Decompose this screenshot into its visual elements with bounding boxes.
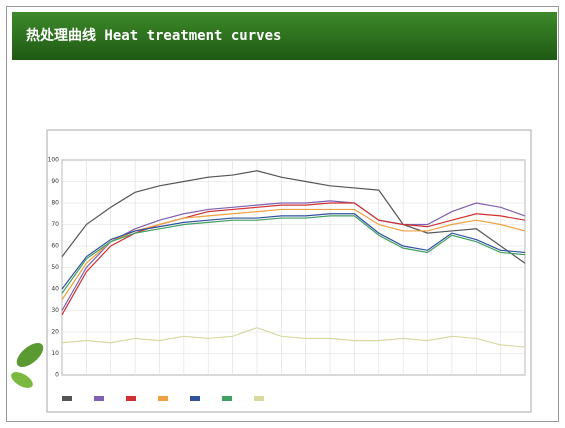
series-line	[61, 213, 526, 290]
y-tick-label: 80	[51, 200, 59, 207]
legend-swatch	[254, 396, 264, 401]
y-tick-label: 100	[48, 157, 60, 164]
y-tick-label: 70	[51, 221, 59, 228]
legend-swatch	[94, 396, 104, 401]
y-tick-label: 0	[55, 372, 59, 379]
y-tick-label: 50	[51, 264, 59, 271]
y-tick-label: 60	[51, 243, 59, 250]
series-line	[61, 170, 526, 264]
legend-swatch	[222, 396, 232, 401]
legend-swatch	[190, 396, 200, 401]
y-tick-label: 10	[51, 350, 59, 357]
legend-swatch	[62, 396, 72, 401]
legend-swatch	[158, 396, 168, 401]
slide-frame	[6, 6, 559, 422]
leaf	[11, 372, 33, 388]
series-line	[61, 215, 526, 294]
legend-swatch	[126, 396, 136, 401]
series-line	[61, 200, 526, 311]
series-line	[61, 327, 526, 348]
y-tick-label: 30	[51, 307, 59, 314]
leaf	[16, 343, 44, 367]
y-tick-label: 90	[51, 178, 59, 185]
y-tick-label: 40	[51, 286, 59, 293]
y-tick-label: 20	[51, 329, 59, 336]
series-line	[61, 202, 526, 316]
chart-frame	[46, 129, 532, 413]
slide-title: 热处理曲线 Heat treatment curves	[12, 12, 557, 60]
